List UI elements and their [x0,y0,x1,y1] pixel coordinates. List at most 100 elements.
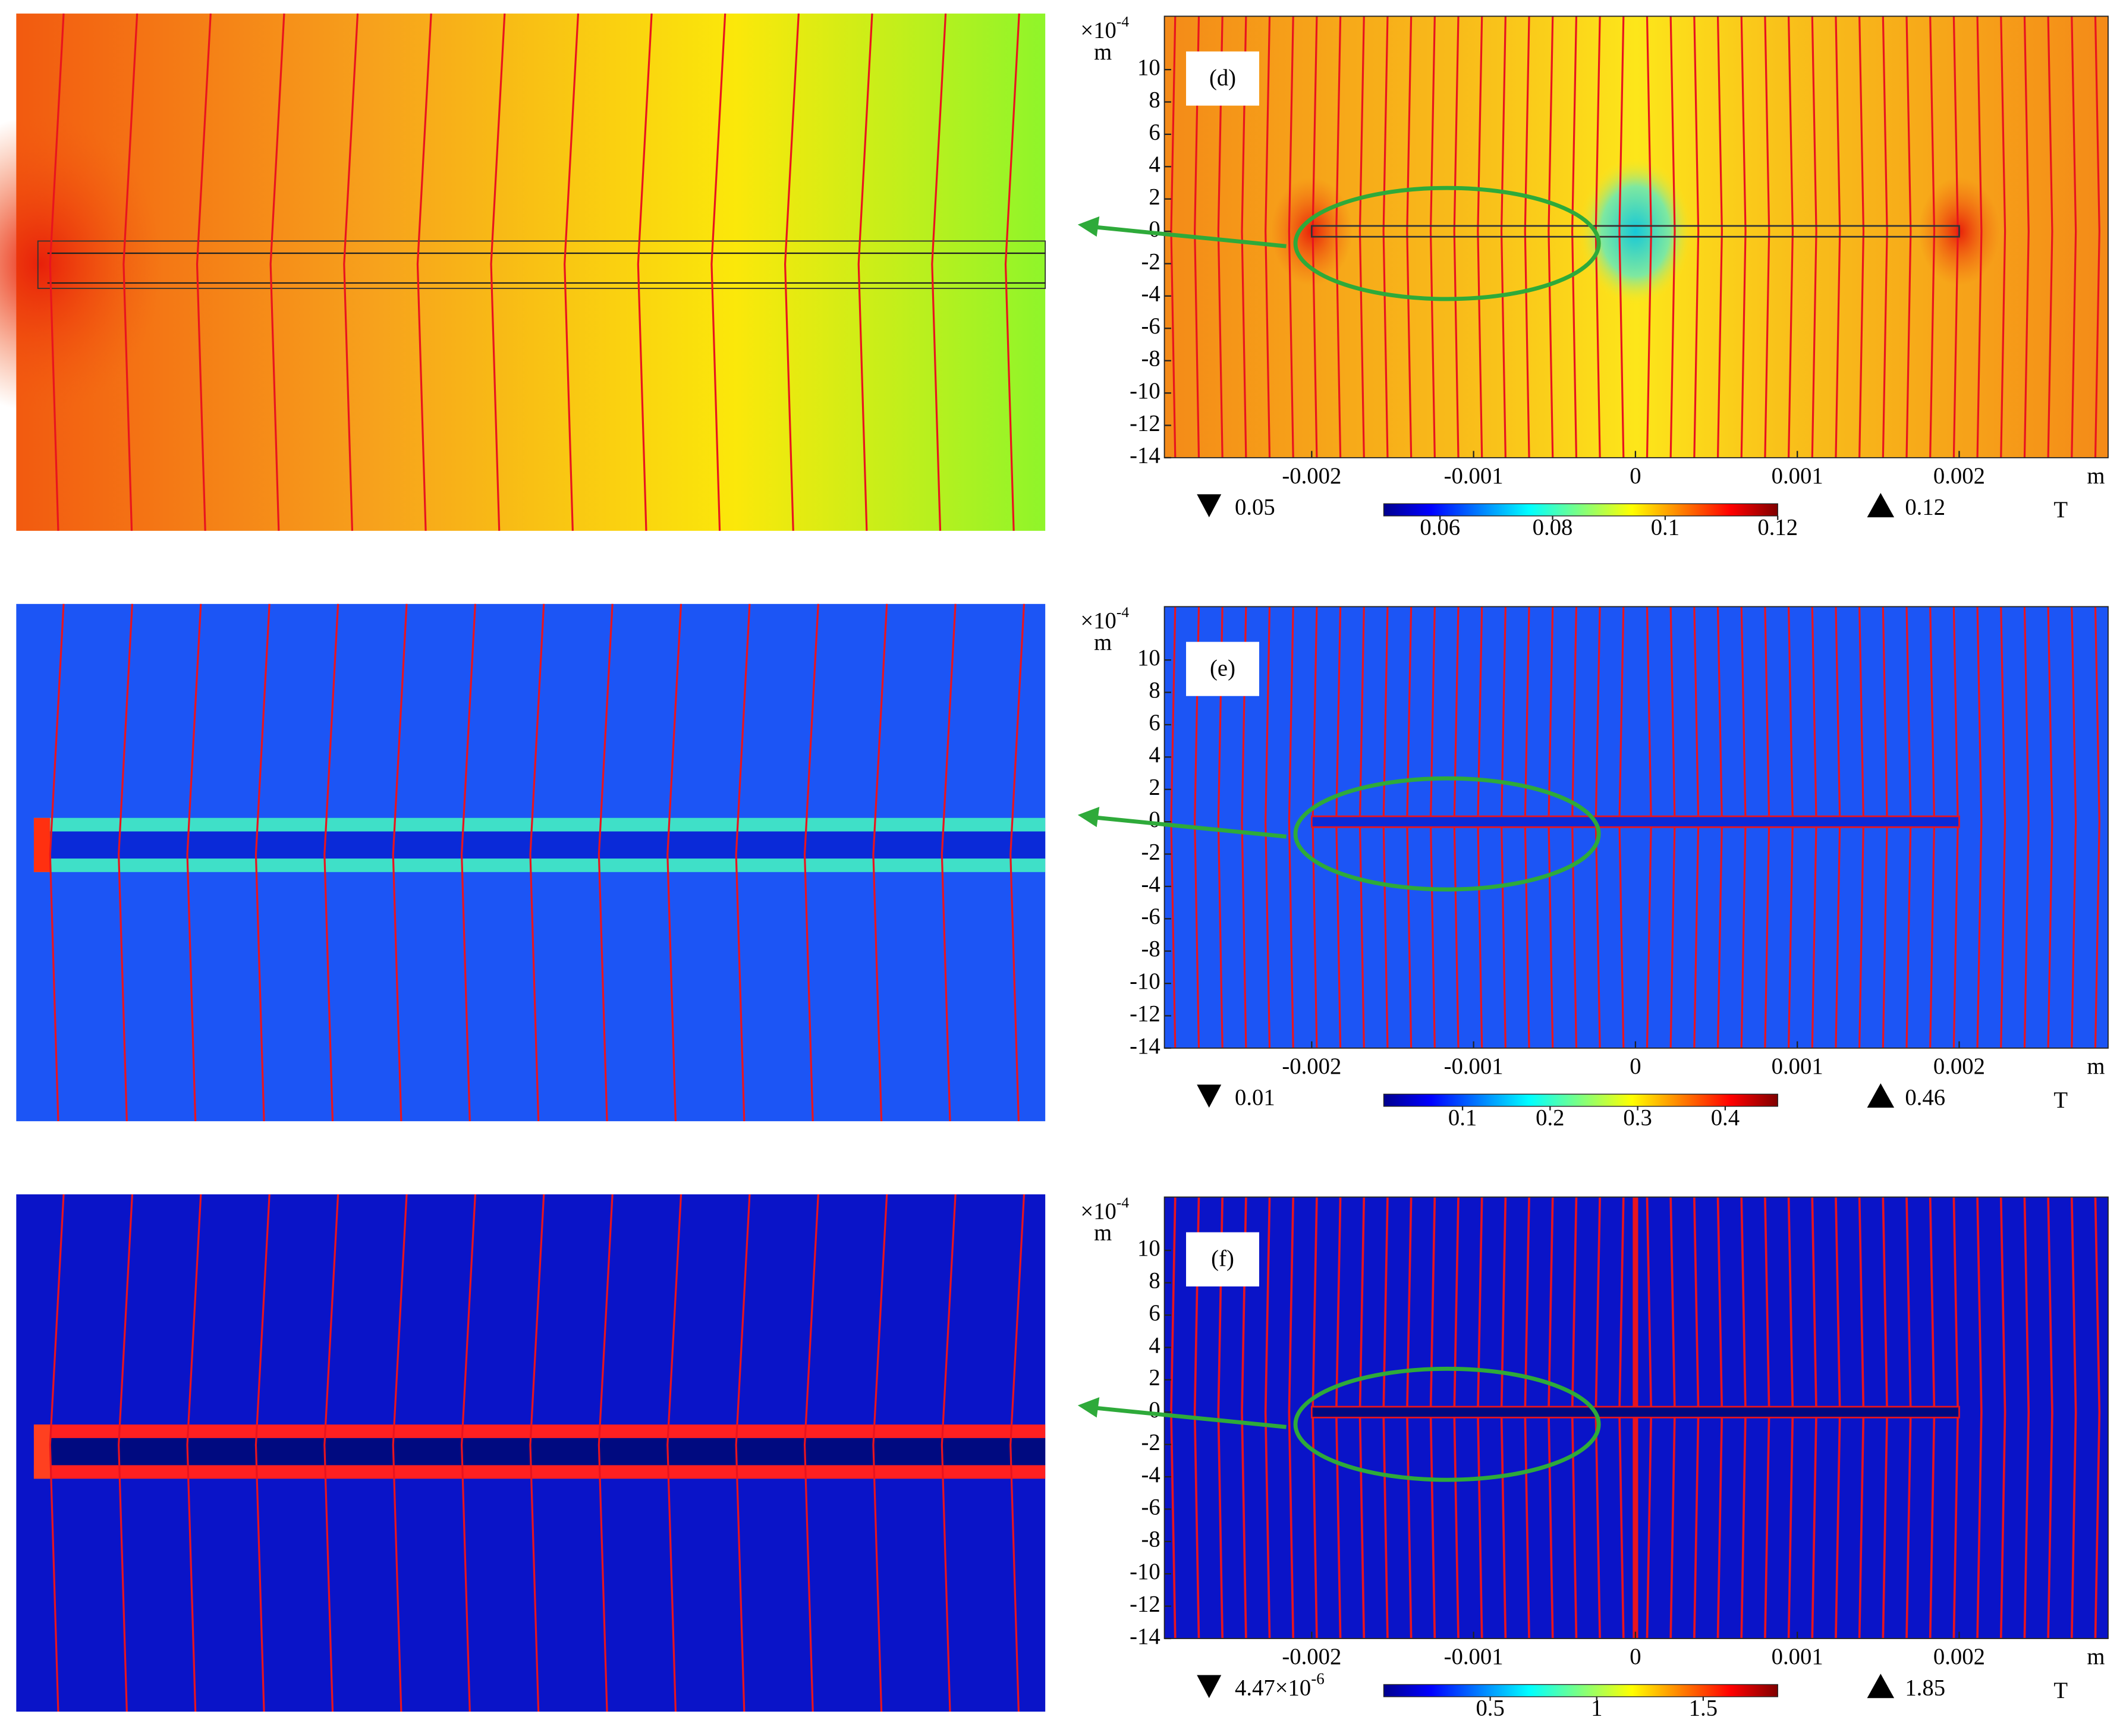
zoom-field-line [1009,603,1026,1121]
x-tick-label: 0.001 [1772,1054,1823,1079]
zoom-field-line [931,13,947,531]
field-line [1358,16,1365,458]
zoom-field-line [186,1194,202,1712]
zoom-field-line [49,1194,65,1712]
y-tick-label: 6 [1149,710,1160,735]
colorbar [1383,1093,1778,1107]
y-tick-label: -6 [1141,314,1160,339]
y-tick-label: -2 [1141,1430,1160,1455]
callout-arrow [1096,1405,1287,1429]
field-line [2000,16,2006,458]
y-exponent: ×10-4 [1080,13,1129,43]
bar-outline [1310,225,1960,238]
field-line [2094,16,2100,458]
zoom-field-line [857,13,873,531]
field-line [1976,16,1983,458]
x-tick-label: -0.001 [1444,464,1504,489]
field-line [1265,16,1271,458]
x-tick-label: 0.002 [1933,1644,1985,1669]
y-tick-label: -10 [1130,379,1160,404]
colorbar-tick-label: 1.5 [1689,1696,1718,1721]
y-tick-label: -14 [1130,444,1160,468]
x-tick-label: 0 [1630,464,1641,489]
panel: 10 8 6 4 2 0 -2 -4 -6 -8 -10 -12 -14 -0.002 -0.001 0 0.0… [0,13,2109,540]
y-tick-label: 10 [1137,646,1160,671]
callout-arrowhead [1077,807,1100,828]
field-line [1740,16,1747,458]
y-tick-label: 4 [1149,743,1160,768]
y-tick-label: 8 [1149,87,1160,112]
field-line [2071,606,2077,1048]
zoom-field-line [666,1194,682,1712]
field-line [1835,16,1841,458]
y-tick-label: -14 [1130,1624,1160,1649]
field-line [1858,16,1865,458]
zoom-field-line [118,603,134,1121]
y-tick-label: -4 [1141,872,1160,897]
y-tick-label: -6 [1141,1495,1160,1520]
colorbar-tick-label: 0.08 [1533,515,1573,540]
field-line [2047,1197,2053,1639]
colorbar-max: 0.46 [1905,1085,1945,1110]
zoom-field-line [872,603,888,1121]
colorbar-min-exponent: -6 [1311,1670,1325,1688]
field-line [2071,16,2077,458]
field-line [1669,16,1676,458]
zoom-field-line [564,13,580,531]
field-line [1764,16,1770,458]
colorbar-tick-label: 0.12 [1757,515,1798,540]
zoom-field-line [49,603,65,1121]
y-tick-label: -6 [1141,904,1160,929]
zoom-field-line [735,603,751,1121]
x-tick-label: -0.002 [1282,1644,1341,1669]
colorbar-min: 0.01 [1235,1085,1275,1110]
field-line [1311,16,1318,458]
zoom-field-line [666,603,682,1121]
field-line [2000,606,2006,1048]
y-exponent-base: ×10 [1080,609,1116,634]
field-line [1929,16,1936,458]
zoom-field-line [461,603,476,1121]
x-tick-label: 0.001 [1772,1644,1823,1669]
plot-blob [1578,156,1693,306]
zoom-field-line [803,603,819,1121]
min-marker [1197,1084,1222,1108]
colorbar-min-base: 4.47×10 [1235,1675,1311,1700]
callout-ellipse [1293,185,1601,301]
field-line [1288,606,1294,1048]
field-line [1882,16,1888,458]
zoom-field-line [637,13,653,531]
zoom-field-line [343,13,359,531]
field-line [2047,16,2053,458]
field-line [1905,16,1912,458]
bar-outline [1310,1405,1960,1419]
field-line [1265,606,1271,1048]
field-line [1288,1197,1295,1639]
y-tick-label: -4 [1141,1463,1160,1487]
y-exponent-base: ×10 [1080,1199,1116,1224]
panel-label-box [1186,641,1260,696]
field-line [1811,16,1817,458]
y-tick-label: -8 [1141,347,1160,372]
zoom-field-line [323,1194,339,1712]
zoom-field-line [803,1194,819,1712]
zoom-field-line [1004,13,1020,531]
field-line [1382,16,1389,458]
zoom-field-line [196,13,212,531]
colorbar-unit: T [2053,1678,2068,1703]
field-line [1288,16,1294,458]
field-line [1571,16,1578,458]
colorbar-tick-label: 0.1 [1651,515,1679,540]
colorbar-tick-label: 0.06 [1420,515,1460,540]
field-line [1524,16,1530,458]
colorbar-tick-label: 0.2 [1536,1106,1564,1131]
zoom-field-line [597,603,614,1121]
zoom-background [16,13,1046,531]
plot-frame [1163,15,2109,458]
colorbar-tick-label: 0.3 [1623,1106,1652,1131]
callout-arrow [1096,225,1287,249]
field-line [1693,16,1700,458]
bar-outline [1310,815,1960,828]
y-tick-label: -12 [1130,1001,1160,1026]
